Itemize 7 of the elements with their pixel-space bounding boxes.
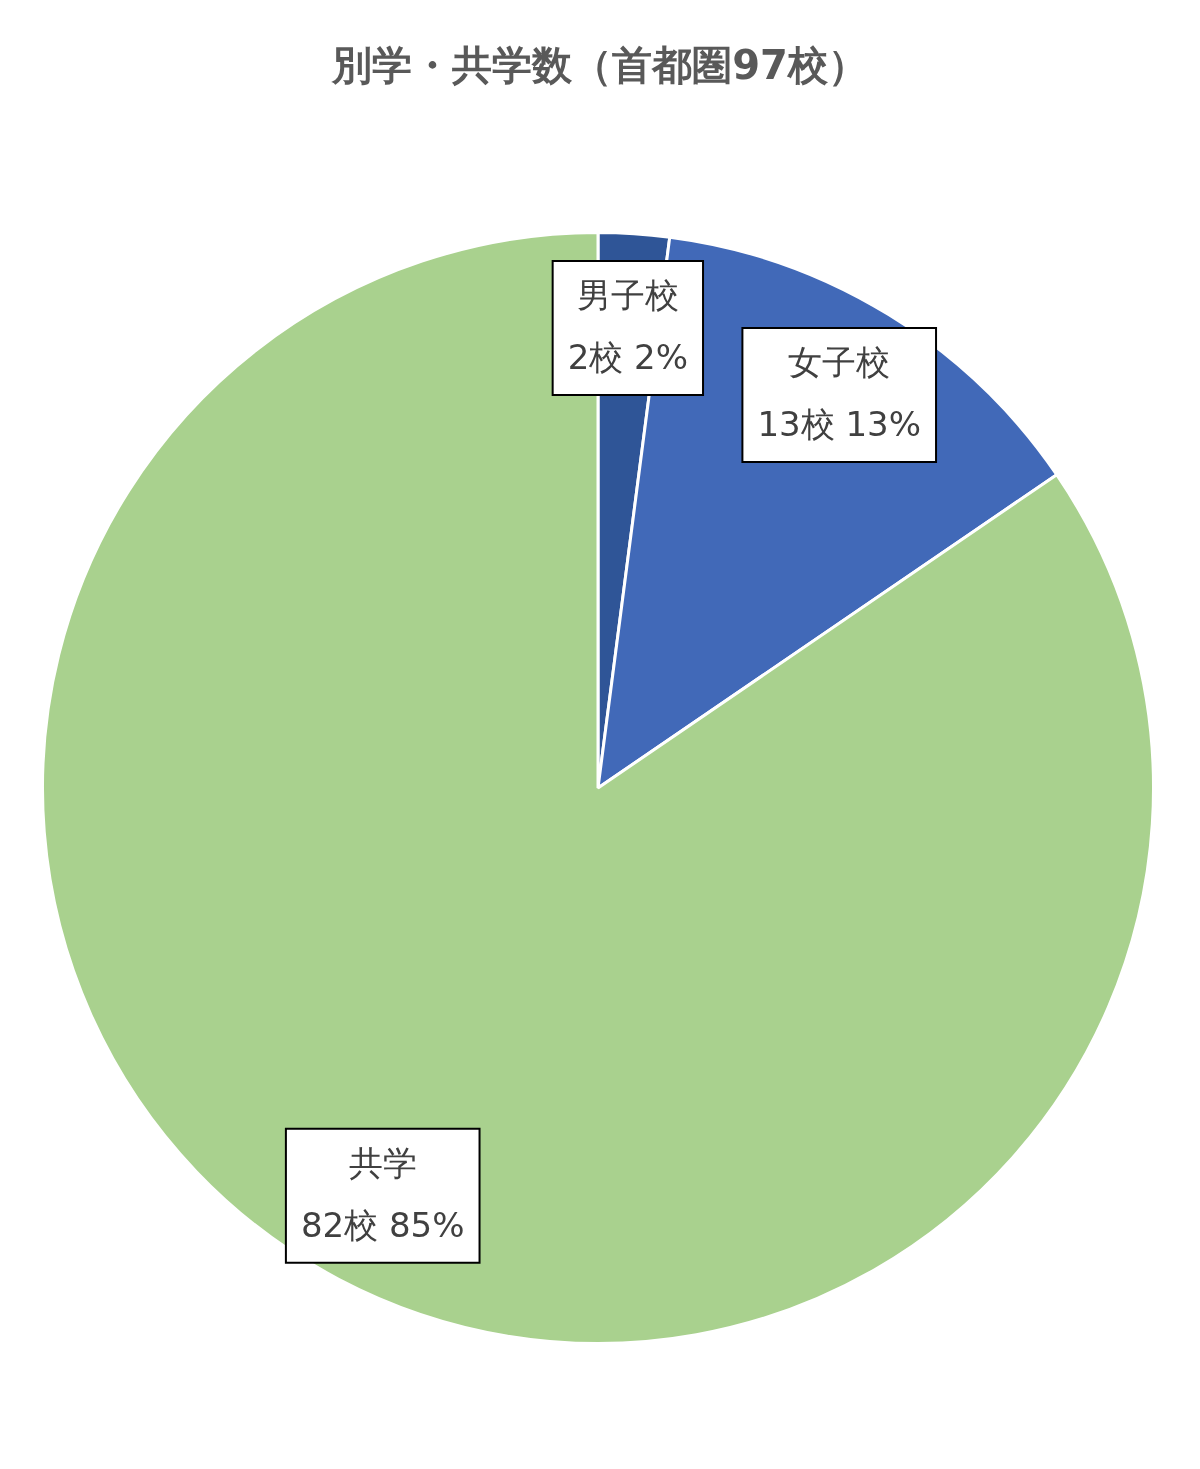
chart-title: 別学・共学数（首都圏97校） (331, 41, 869, 90)
data-label: 82校 85% (300, 1204, 465, 1245)
slice-label: 女子校 (788, 341, 891, 382)
data-label: 13校 13% (757, 403, 922, 444)
slice-label: 共学 (348, 1142, 417, 1183)
data-label: 2校 2% (567, 336, 689, 377)
slice-label: 男子校 (576, 274, 679, 315)
